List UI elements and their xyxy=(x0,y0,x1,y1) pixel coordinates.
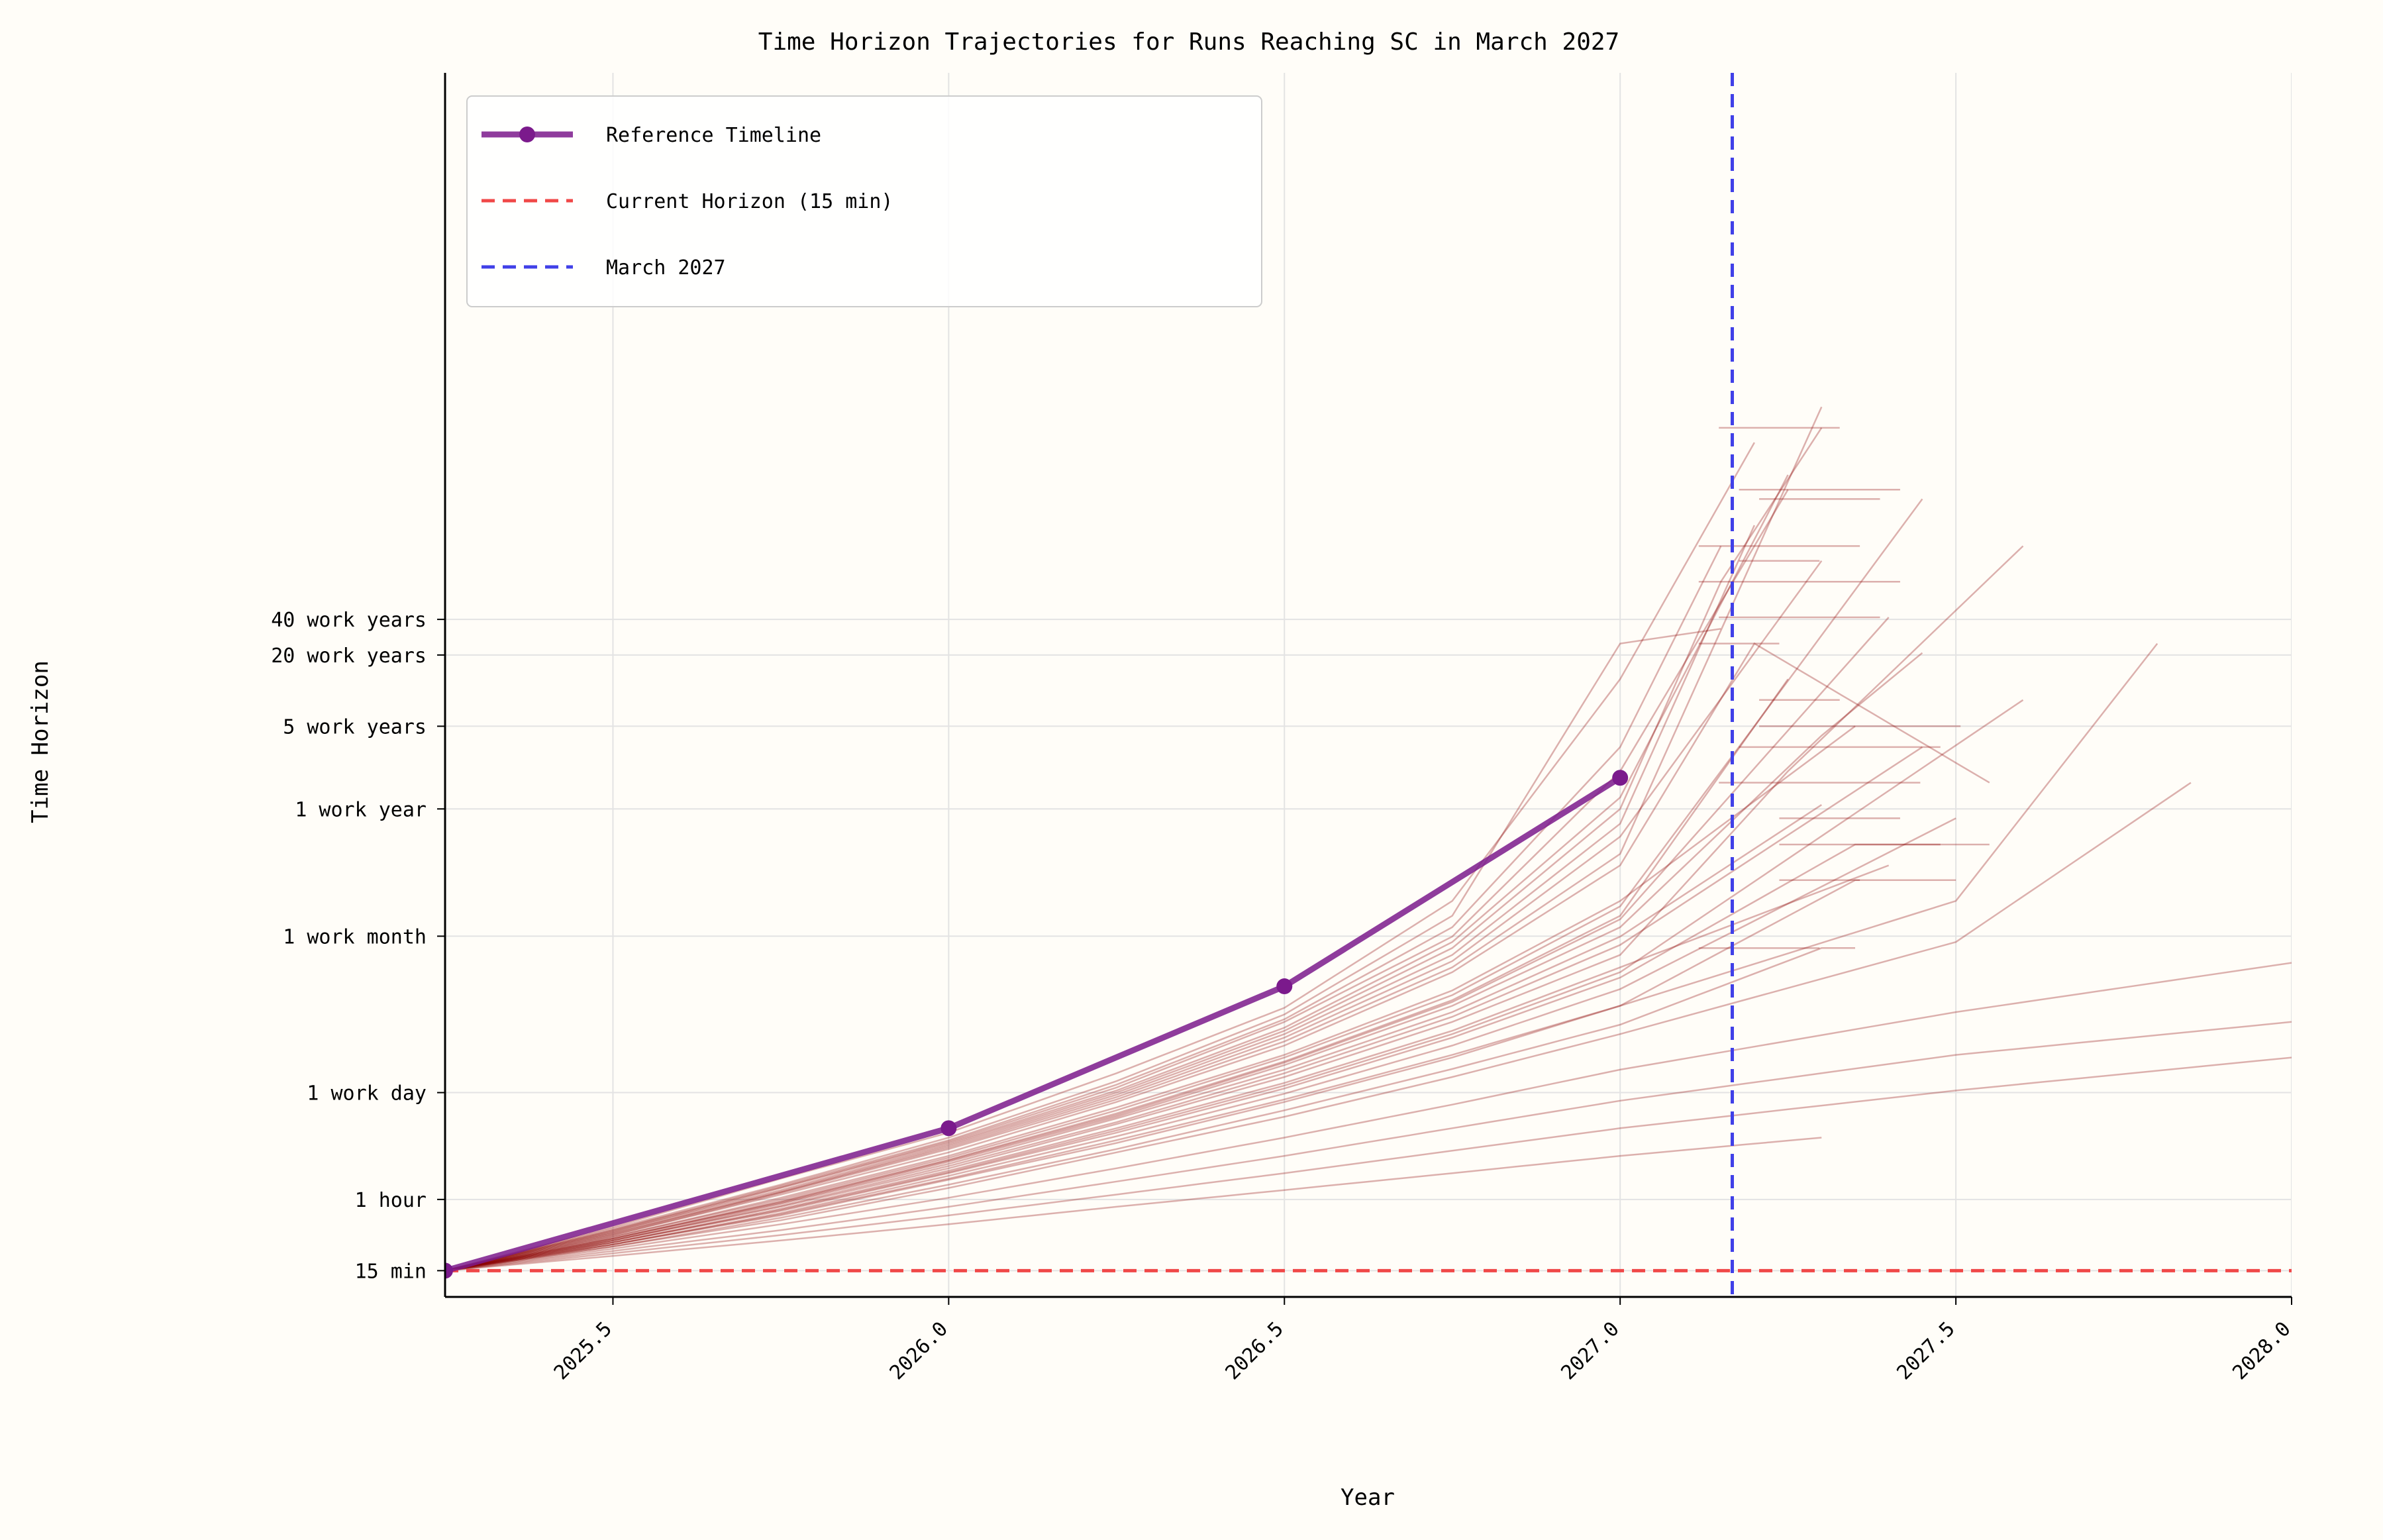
trajectory-line xyxy=(445,817,1956,1272)
y-tick-label: 1 hour xyxy=(355,1189,427,1212)
legend-label: March 2027 xyxy=(606,256,726,280)
trajectory-line xyxy=(445,782,2192,1272)
y-tick-label: 1 work month xyxy=(283,925,427,949)
trajectory-line xyxy=(445,474,1789,1272)
trajectory-line xyxy=(445,545,2024,1272)
y-tick-label: 5 work years xyxy=(283,715,427,739)
trajectory-line xyxy=(445,406,1823,1272)
trajectory-line xyxy=(445,525,1756,1272)
legend-box xyxy=(466,95,1262,307)
y-axis-ticks: 15 min 1 hour 1 work day 1 work month 1 work… xyxy=(271,609,445,1283)
y-tick-label: 1 work day xyxy=(307,1082,427,1105)
trajectory-line xyxy=(445,843,1990,1272)
y-tick-label: 15 min xyxy=(355,1260,427,1283)
trajectory-line xyxy=(445,962,2292,1272)
legend-label: Reference Timeline xyxy=(606,124,821,147)
legend-marker xyxy=(519,127,535,142)
trajectory-line xyxy=(445,642,1990,1272)
reference-timeline-point xyxy=(445,1262,453,1279)
trajectory-line xyxy=(445,804,1822,1272)
trajectory-line xyxy=(445,725,1856,1272)
trajectory-line xyxy=(445,545,1722,1272)
trajectory-line xyxy=(445,560,1823,1272)
trajectory-line xyxy=(445,442,1755,1272)
chart-title: Time Horizon Trajectories for Runs Reach… xyxy=(758,28,1619,56)
reference-timeline-point xyxy=(1276,978,1293,995)
trajectory-line xyxy=(445,746,1923,1272)
trajectory-line xyxy=(445,678,1789,1272)
trajectory-line xyxy=(445,498,1923,1272)
y-tick-label: 40 work years xyxy=(271,609,427,632)
reference-timeline-point xyxy=(1612,770,1629,786)
reference-timeline xyxy=(445,770,1629,1279)
reference-timeline-line xyxy=(445,775,1622,1274)
y-tick-label: 1 work year xyxy=(295,798,427,821)
x-axis-label: Year xyxy=(1341,1484,1395,1511)
trajectory-line xyxy=(445,864,1890,1272)
y-axis-label: Time Horizon xyxy=(27,660,54,823)
trajectory-line xyxy=(445,1021,2292,1272)
plot-area xyxy=(445,73,2292,1297)
grid-lines xyxy=(445,73,2292,1297)
trajectory-lines xyxy=(445,406,2292,1272)
trajectory-line xyxy=(445,699,2024,1272)
y-tick-label: 20 work years xyxy=(271,644,427,668)
reference-timeline-point xyxy=(940,1120,957,1137)
legend: Reference Timeline Current Horizon (15 mi… xyxy=(466,95,1262,307)
trajectory-line xyxy=(445,642,2158,1272)
trajectory-line xyxy=(445,1137,1822,1272)
trajectory-line xyxy=(445,617,1890,1272)
trajectory-line xyxy=(445,652,1923,1272)
trajectory-line xyxy=(445,628,1721,1272)
legend-label: Current Horizon (15 min) xyxy=(606,190,893,213)
reference-lines xyxy=(445,73,2292,1297)
trajectory-line xyxy=(445,489,1789,1272)
trajectory-line xyxy=(445,947,1855,1272)
trajectory-line xyxy=(445,879,1956,1272)
trajectory-line xyxy=(445,1056,2292,1272)
trajectory-line xyxy=(445,427,1823,1272)
